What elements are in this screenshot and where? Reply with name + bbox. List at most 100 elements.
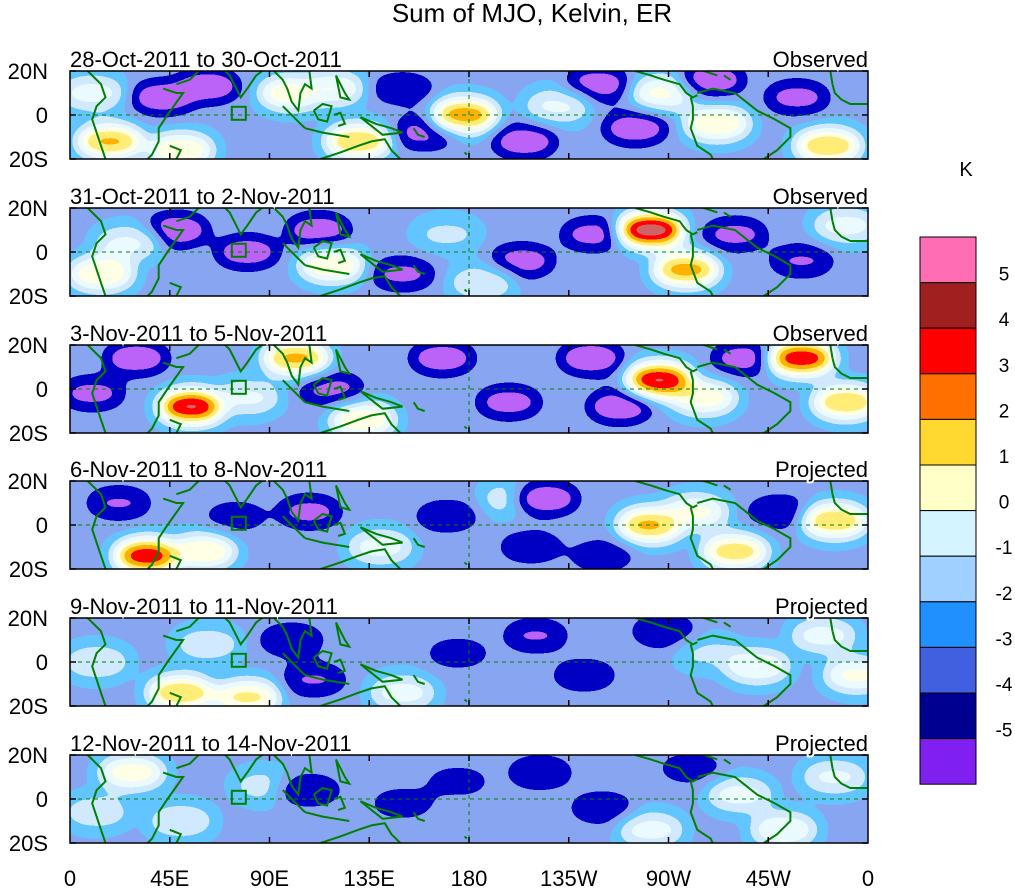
coastline bbox=[359, 526, 403, 546]
coastline bbox=[829, 618, 834, 632]
anomaly-blob bbox=[705, 778, 774, 811]
coastline bbox=[320, 138, 402, 159]
anomaly-blob bbox=[601, 112, 670, 145]
anomaly-blob bbox=[490, 125, 559, 158]
anomaly-blob bbox=[146, 805, 215, 837]
coastline bbox=[333, 111, 347, 127]
coastline bbox=[689, 234, 714, 296]
colorbar-unit: K bbox=[959, 159, 973, 181]
coastline bbox=[831, 767, 868, 789]
anomaly-blob bbox=[257, 624, 326, 656]
coastline bbox=[333, 248, 347, 264]
anomaly-blob bbox=[550, 659, 619, 692]
coastline bbox=[320, 685, 402, 706]
panel-status: Projected bbox=[775, 457, 868, 482]
coastlines bbox=[86, 345, 868, 433]
coastline bbox=[304, 264, 350, 275]
coastline bbox=[635, 71, 698, 99]
coastline bbox=[273, 618, 313, 661]
coastline bbox=[412, 811, 426, 822]
coastline bbox=[312, 239, 333, 260]
colorbar-label: 1 bbox=[999, 447, 1010, 468]
lat-label: 20S bbox=[9, 421, 48, 446]
anomaly-blob bbox=[408, 345, 477, 375]
coastline bbox=[723, 758, 732, 765]
coastline bbox=[412, 401, 426, 412]
anomaly-blob bbox=[661, 495, 730, 528]
colorbar-swatch bbox=[919, 692, 977, 740]
anomaly-blob bbox=[669, 381, 738, 414]
panel-date-range: 6-Nov-2011 to 8-Nov-2011 bbox=[70, 457, 327, 482]
coastline bbox=[723, 484, 732, 491]
panel-date-range: 12-Nov-2011 to 14-Nov-2011 bbox=[70, 731, 352, 756]
colorbar-label: -1 bbox=[996, 538, 1013, 559]
anomaly-blob bbox=[749, 813, 818, 843]
lat-label: 0 bbox=[36, 650, 48, 675]
coastline bbox=[359, 116, 403, 136]
coastline bbox=[723, 74, 732, 81]
anomaly-blob bbox=[701, 218, 769, 251]
lat-label: 20N bbox=[8, 59, 48, 84]
lon-label: 45W bbox=[746, 866, 791, 889]
region-box bbox=[230, 105, 247, 121]
anomaly-blob bbox=[811, 386, 868, 419]
coastline bbox=[169, 691, 183, 706]
colorbar-swatch bbox=[919, 464, 977, 512]
coastline bbox=[223, 71, 264, 100]
coastline bbox=[176, 208, 200, 223]
anomaly-blob bbox=[630, 618, 699, 648]
lon-label: 90E bbox=[250, 866, 289, 889]
coastline bbox=[176, 755, 200, 770]
anomaly-blob bbox=[656, 755, 725, 785]
anomaly-blob bbox=[70, 77, 127, 109]
anomaly-blob bbox=[412, 218, 481, 251]
coastline bbox=[304, 401, 350, 412]
coastline bbox=[282, 379, 306, 403]
anomaly-blob bbox=[324, 125, 393, 158]
coastline bbox=[320, 412, 402, 433]
coastline bbox=[333, 521, 347, 537]
lon-label: 135E bbox=[344, 866, 395, 889]
coastline bbox=[831, 493, 868, 515]
anomaly-blob bbox=[474, 386, 543, 419]
coastline bbox=[463, 835, 468, 840]
coastline bbox=[282, 789, 306, 813]
anomaly-blob bbox=[75, 125, 144, 158]
lat-label: 0 bbox=[36, 377, 48, 402]
coastline bbox=[689, 781, 714, 843]
coastline bbox=[176, 618, 200, 633]
anomaly-blob bbox=[98, 756, 167, 789]
anomaly-blob bbox=[173, 71, 242, 103]
coastline bbox=[223, 481, 264, 510]
anomaly-blob bbox=[93, 227, 162, 260]
coastline bbox=[223, 618, 264, 647]
coastline bbox=[304, 674, 350, 685]
colorbar-label: 3 bbox=[999, 356, 1010, 377]
coastline bbox=[831, 220, 868, 242]
panel-1: 20N 0 20S 28-Oct-2011 to 30-Oct-2011 Observe… bbox=[8, 45, 870, 172]
coastline bbox=[463, 425, 468, 430]
anomaly-blob bbox=[70, 646, 131, 678]
coastline bbox=[333, 385, 347, 401]
coastline bbox=[146, 771, 186, 843]
coastline bbox=[635, 481, 698, 509]
coastline bbox=[176, 71, 200, 86]
anomaly-blob bbox=[794, 129, 863, 159]
coastline bbox=[699, 345, 718, 351]
colorbar-label: 2 bbox=[999, 401, 1010, 422]
anomaly-blob bbox=[146, 134, 215, 159]
region-box bbox=[230, 379, 247, 395]
coastline bbox=[169, 281, 183, 296]
coastline bbox=[273, 71, 313, 114]
coastline bbox=[282, 515, 306, 539]
anomaly-blob bbox=[157, 390, 226, 423]
lat-label: 20S bbox=[9, 831, 48, 856]
anomaly-blob bbox=[213, 381, 282, 414]
panel-status: Observed bbox=[773, 47, 868, 72]
coastline bbox=[312, 102, 333, 123]
coastline bbox=[463, 288, 468, 293]
colorbar: 5 4 3 2 1 0 -1 -2 -3 -4 -5 bbox=[919, 236, 1013, 785]
coastline bbox=[723, 348, 732, 355]
coastline bbox=[320, 275, 402, 296]
anomaly-blob bbox=[652, 253, 721, 286]
